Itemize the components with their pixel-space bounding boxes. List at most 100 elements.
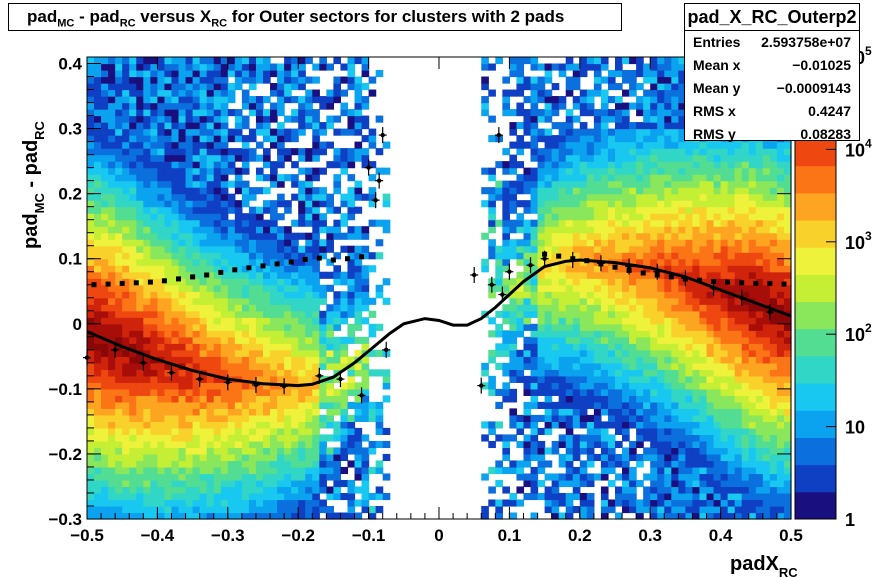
heatmap-cell <box>108 323 116 331</box>
heatmap-cell <box>291 408 299 416</box>
heatmap-cell <box>699 187 708 195</box>
heatmap-cell <box>326 161 334 169</box>
heatmap-cell <box>382 369 391 377</box>
heatmap-cell <box>171 232 180 240</box>
heatmap-cell <box>502 395 510 403</box>
heatmap-cell <box>720 291 729 299</box>
heatmap-cell <box>164 187 173 195</box>
heatmap-cell <box>101 154 109 162</box>
heatmap-cell <box>129 122 137 130</box>
heatmap-cell <box>255 343 264 351</box>
heatmap-cell <box>643 232 651 240</box>
heatmap-cell <box>600 135 609 143</box>
heatmap-cell <box>551 512 560 520</box>
heatmap-cell <box>171 193 180 201</box>
heatmap-cell <box>713 505 722 514</box>
heatmap-cell <box>234 382 243 390</box>
heatmap-cell <box>368 135 377 143</box>
heatmap-cell <box>192 239 201 247</box>
heatmap-cell <box>115 187 123 195</box>
heatmap-cell <box>108 453 116 462</box>
heatmap-cell <box>192 232 201 240</box>
heatmap-cell <box>284 362 292 370</box>
heatmap-cell <box>143 375 151 383</box>
heatmap-cell <box>234 200 243 208</box>
heatmap-cell <box>671 505 679 514</box>
heatmap-cell <box>143 63 151 71</box>
heatmap-cell <box>734 343 743 351</box>
heatmap-cell <box>143 219 151 227</box>
heatmap-cell <box>277 245 285 253</box>
heatmap-cell <box>312 343 320 351</box>
heatmap-cell <box>741 284 750 292</box>
heatmap-cell <box>108 291 116 299</box>
heatmap-cell <box>333 310 342 318</box>
heatmap-cell <box>509 206 518 214</box>
heatmap-cell <box>579 434 588 442</box>
heatmap-cell <box>671 297 679 305</box>
heatmap-cell <box>263 115 271 123</box>
heatmap-cell <box>382 492 391 501</box>
heatmap-cell <box>255 447 264 455</box>
heatmap-cell <box>263 284 271 292</box>
heatmap-cell <box>326 473 334 481</box>
heatmap-cell <box>122 434 130 442</box>
heatmap-cell <box>234 148 243 156</box>
heatmap-cell <box>720 213 729 221</box>
heatmap-cell <box>199 128 208 136</box>
heatmap-cell <box>382 167 391 175</box>
heatmap-cell <box>326 343 334 351</box>
heatmap-cell <box>615 310 623 318</box>
heatmap-cell <box>741 447 750 455</box>
heatmap-cell <box>678 310 686 318</box>
heatmap-cell <box>87 226 95 234</box>
heatmap-cell <box>347 460 356 468</box>
heatmap-cell <box>495 193 503 201</box>
heatmap-cell <box>192 395 201 403</box>
heatmap-cell <box>164 180 173 188</box>
heatmap-cell <box>277 408 285 416</box>
heatmap-cell <box>101 252 109 260</box>
heatmap-cell <box>199 330 208 338</box>
heatmap-cell <box>129 297 137 305</box>
heatmap-cell <box>502 239 510 247</box>
heatmap-cell <box>178 421 187 429</box>
heatmap-cell <box>685 258 694 266</box>
heatmap-cell <box>192 466 201 475</box>
heatmap-cell <box>657 330 665 338</box>
heatmap-cell <box>108 388 116 396</box>
heatmap-cell <box>727 434 736 442</box>
heatmap-cell <box>347 245 356 253</box>
heatmap-cell <box>657 128 665 136</box>
heatmap-cell <box>678 180 686 188</box>
heatmap-cell <box>129 278 137 286</box>
heatmap-cell <box>129 388 137 396</box>
heatmap-cell <box>593 226 602 234</box>
heatmap-cell <box>720 395 729 403</box>
heatmap-cell <box>129 310 137 318</box>
heatmap-cell <box>657 148 665 156</box>
heatmap-cell <box>108 271 116 279</box>
heatmap-cell <box>572 284 581 292</box>
heatmap-cell <box>530 447 539 455</box>
heatmap-cell <box>298 128 306 136</box>
heatmap-cell <box>227 343 236 351</box>
heatmap-cell <box>636 128 644 136</box>
heatmap-cell <box>340 512 349 520</box>
heatmap-cell <box>108 141 116 149</box>
heatmap-cell <box>537 135 546 143</box>
heatmap-cell <box>382 193 391 201</box>
heatmap-cell <box>593 388 602 396</box>
heatmap-cell <box>615 473 623 481</box>
heatmap-cell <box>692 356 701 364</box>
heatmap-cell <box>298 336 306 344</box>
heatmap-cell <box>622 362 630 370</box>
heatmap-cell <box>685 499 694 507</box>
heatmap-cell <box>551 284 560 292</box>
heatmap-cell <box>305 213 313 221</box>
heatmap-cell <box>199 388 208 396</box>
heatmap-cell <box>94 453 102 462</box>
heatmap-cell <box>270 408 278 416</box>
heatmap-cell <box>650 213 658 221</box>
heatmap-cell <box>678 330 686 338</box>
